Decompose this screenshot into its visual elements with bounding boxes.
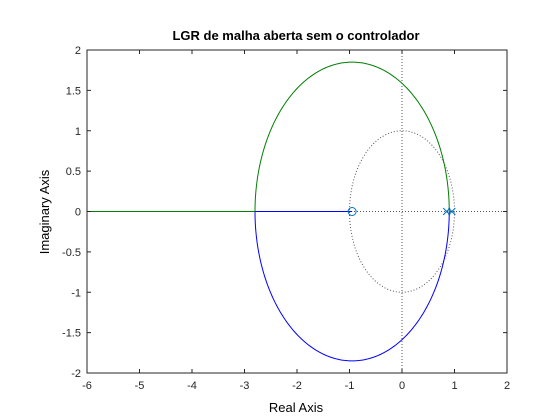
x-tick-labels: -6 -5 -4 -3 -2 -1 0 1 2 [82,380,510,392]
chart-title: LGR de malha aberta sem o controlador [172,28,419,43]
locus-branches [87,61,450,362]
y-tick-label: 1 [75,126,81,138]
zero-marker-0 [347,207,357,216]
y-tick-label: -1.5 [62,328,81,340]
x-axis-label: Real Axis [269,400,324,415]
y-tick-label: -2 [71,368,81,380]
x-tick-label: -2 [292,380,302,392]
y-tick-label: 0.5 [66,166,81,178]
y-tick-label: 2 [75,45,81,57]
x-tick-label: 1 [451,380,457,392]
pole-marker-1 [448,207,456,216]
y-tick-labels: -2 -1.5 -1 -0.5 0 0.5 1 1.5 2 [62,45,81,380]
y-axis-label: Imaginary Axis [37,169,52,254]
x-tick-label: -3 [240,380,250,392]
axis-ticks [86,49,508,374]
pole-marker-stroke [448,207,456,216]
y-tick-label: -1 [71,287,81,299]
y-tick-label: 1.5 [66,85,81,97]
y-tick-label: 0 [75,207,81,219]
unit-circle [349,130,455,293]
unit-circle-group [349,130,455,293]
x-tick-label: 2 [504,380,510,392]
x-tick-label: 0 [399,380,405,392]
x-tick-label: -6 [82,380,92,392]
y-tick-label: -0.5 [62,247,81,259]
pole-zero-markers [347,207,456,216]
lower-locus-branch [254,211,450,362]
x-tick-label: -4 [187,380,197,392]
x-tick-label: -5 [135,380,145,392]
upper-locus-branch [254,61,450,212]
x-tick-label: -1 [345,380,355,392]
